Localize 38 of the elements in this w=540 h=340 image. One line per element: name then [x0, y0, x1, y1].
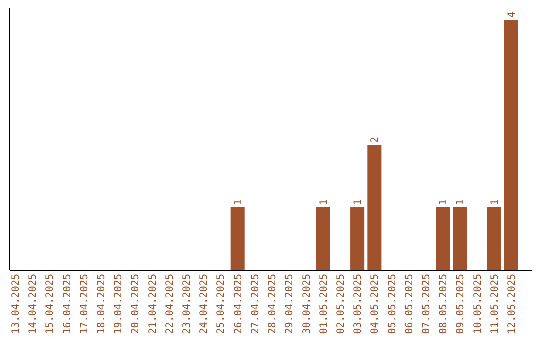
x-tick-label: 04.05.2025 [370, 274, 382, 334]
x-tick-label: 25.04.2025 [216, 274, 228, 334]
data-label: 1 [456, 199, 467, 206]
x-tick-label: 12.05.2025 [506, 274, 518, 334]
x-tick-label: 06.05.2025 [404, 274, 416, 334]
data-label: 1 [438, 199, 450, 206]
data-label: 1 [233, 199, 244, 206]
x-tick-label: 28.04.2025 [268, 274, 279, 334]
x-tick-label: 01.05.2025 [318, 274, 330, 334]
x-tick-label: 30.04.2025 [302, 274, 313, 334]
data-label: 2 [370, 136, 382, 143]
x-tick-label: 23.04.2025 [182, 274, 194, 334]
x-tick-label: 02.05.2025 [336, 274, 347, 334]
x-tick-label: 22.04.2025 [164, 274, 176, 334]
x-tick-label: 24.04.2025 [199, 274, 210, 334]
x-tick-label: 16.04.2025 [62, 274, 74, 334]
x-tick-label: 05.05.2025 [387, 274, 398, 334]
x-tick-label: 20.04.2025 [130, 274, 142, 334]
x-tick-label: 27.04.2025 [250, 274, 262, 334]
x-tick-label: 14.04.2025 [28, 274, 40, 334]
x-tick-label: 07.05.2025 [421, 274, 432, 334]
x-tick-label: 21.04.2025 [148, 274, 159, 334]
data-label: 1 [490, 199, 501, 206]
x-tick-label: 19.04.2025 [114, 274, 125, 334]
x-tick-label: 15.04.2025 [45, 274, 56, 334]
x-tick-label: 03.05.2025 [353, 274, 364, 334]
data-label: 1 [353, 199, 364, 206]
data-label: 4 [506, 12, 518, 18]
x-tick-label: 17.04.2025 [79, 274, 90, 334]
x-tick-label: 08.05.2025 [438, 274, 450, 334]
x-tick-label: 09.05.2025 [456, 274, 467, 334]
x-tick-label: 29.04.2025 [284, 274, 296, 334]
x-tick-label: 13.04.2025 [11, 274, 22, 334]
data-label: 1 [318, 199, 330, 206]
x-tick-label: 26.04.2025 [233, 274, 244, 334]
x-tick-label: 18.04.2025 [96, 274, 108, 334]
x-tick-label: 10.05.2025 [472, 274, 484, 334]
x-tick-label: 11.05.2025 [490, 274, 501, 334]
